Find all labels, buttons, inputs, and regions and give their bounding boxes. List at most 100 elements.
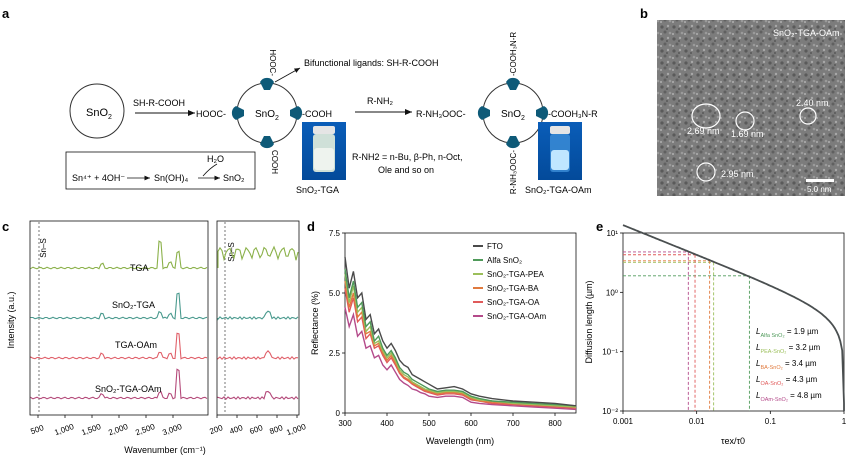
ligand-left-ammonium: R-NH₃OOC-	[416, 109, 466, 119]
legend-label: SnO₂-TGA-OA	[487, 298, 540, 307]
tem-image	[657, 20, 845, 196]
raman-trace-right	[217, 310, 299, 321]
raman-trace-left	[30, 240, 208, 270]
panel-c: c Intensity (a.u.) Wavenumber (cm⁻¹) Sn–…	[2, 219, 308, 455]
reflectance-line	[344, 273, 577, 408]
x-tick-label: 1,500	[80, 422, 102, 437]
diffusion-legend: LAlfa SnO₂ = 1.9 µm LPEA-SnO₂ = 3.2 µm LBA…	[756, 327, 822, 403]
svg-text:SnO2: SnO2	[255, 109, 279, 122]
diffusion-ylabel: Diffusion length (µm)	[584, 280, 594, 363]
x-tick-label: 3,000	[161, 422, 183, 437]
diffusion-legend-entry: LOA-SnO₂ = 4.3 µm	[756, 375, 817, 387]
x-tick-label: 500	[29, 423, 45, 436]
panel-b: b SnO₂-TGA-OAm 2.69 nm 1.69 nm 2.40 nm 2…	[640, 6, 845, 196]
raman-trace-left	[30, 332, 208, 360]
tem-title: SnO₂-TGA-OAm	[773, 28, 840, 38]
x-tick-label: 700	[506, 419, 520, 428]
legend-label: FTO	[487, 242, 503, 251]
sn-s-label-left: Sn–S	[39, 238, 48, 258]
ligand-right-ammonium: -COOH₃N-R	[548, 109, 598, 119]
x-tick-label: 0.1	[765, 417, 777, 426]
reflectance-line	[344, 256, 577, 407]
raman-trace-left	[30, 368, 208, 400]
ligand-bottom-ammonium: R-NH₃OOC-	[509, 150, 518, 194]
reaction-reagent-2: R-NH₂	[367, 96, 393, 106]
x-tick-label: 600	[464, 419, 478, 428]
sno2-tga-particle: SnO2	[231, 77, 303, 149]
raman-xticks-left: 500 1,000 1,500 2,000 2,500 3,000	[29, 415, 184, 437]
x-tick-label: 1,000	[53, 422, 75, 437]
legend-label: Alfa SnO₂	[487, 256, 522, 265]
raman-right-traces	[217, 245, 299, 401]
raman-left-traces	[30, 240, 208, 400]
amine-list-line2: Ole and so on	[378, 165, 434, 175]
bifunctional-arrow	[274, 67, 301, 83]
x-tick-label: 400	[380, 419, 394, 428]
hydrolysis-reactants: Sn⁴⁺ + 4OH⁻	[72, 173, 125, 183]
sno2-tga-oam-particle: SnO2	[477, 77, 549, 149]
raman-plot-right	[216, 220, 300, 416]
spectrum-label-sno2-tga-oam: SnO₂-TGA-OAm	[95, 384, 162, 394]
panel-label-b: b	[640, 6, 648, 21]
raman-ylabel: Intensity (a.u.)	[6, 291, 16, 348]
reflectance-ylabel: Reflectance (%)	[310, 291, 320, 355]
svg-text:SnO2: SnO2	[501, 109, 525, 122]
x-tick-label: 0.001	[613, 417, 634, 426]
sno2-tga-oam-caption: SnO₂-TGA-OAm	[525, 185, 592, 195]
x-tick-label: 0.01	[689, 417, 705, 426]
y-tick-label: 10⁰	[606, 288, 618, 297]
diffusion-curve	[622, 224, 845, 411]
reflectance-line	[344, 280, 577, 408]
diffusion-legend-entry: LPEA-SnO₂ = 3.2 µm	[756, 343, 821, 355]
raman-xlabel: Wavenumber (cm⁻¹)	[124, 445, 205, 455]
hydrolysis-water: H₂O	[207, 154, 224, 164]
hydrolysis-intermediate: Sn(OH)₄	[154, 173, 189, 183]
x-tick-label: 1	[842, 417, 847, 426]
sno2-nanoparticle	[69, 83, 125, 139]
diffusion-legend-entry: LBA-SnO₂ = 3.4 µm	[756, 359, 817, 371]
y-tick-label: 10⁻¹	[602, 348, 618, 357]
y-tick-label: 2.5	[329, 349, 341, 358]
sno2-tga-oam-vial-photo	[538, 122, 582, 180]
x-tick-label: 2,500	[134, 422, 156, 437]
y-tick-label: 10¹	[606, 229, 618, 238]
raman-trace-right	[217, 349, 299, 361]
particle-circle-4	[696, 162, 716, 182]
x-tick-label: 600	[248, 423, 264, 436]
ligand-left-hooc: HOOC-	[196, 109, 226, 119]
hydrolysis-product: SnO₂	[223, 173, 245, 183]
reflectance-ticks: 300 400 500 600 700 800 0 2.5 5.0 7.5	[329, 229, 562, 428]
panel-label-a: a	[2, 6, 10, 21]
bifunctional-label: Bifunctional ligands: SH-R-COOH	[304, 58, 439, 68]
panel-e: e Diffusion length (µm) τex/τ0 0.001 0.01…	[584, 219, 847, 446]
ligand-right-cooh: -COOH	[302, 109, 332, 119]
reflectance-series	[344, 256, 577, 411]
panel-label-d: d	[307, 219, 315, 234]
panel-d: d Reflectance (%) Wavelength (nm) 300 400…	[307, 219, 577, 446]
x-tick-label: 1,000	[285, 422, 307, 437]
particle-size-4: 2.95 nm	[721, 169, 754, 179]
diffusion-markers	[623, 251, 750, 411]
particle-size-1: 2.69 nm	[687, 126, 720, 136]
particle-size-2: 1.69 nm	[731, 129, 764, 139]
particle-circle-1	[691, 103, 721, 129]
x-tick-label: 800	[268, 423, 284, 436]
particle-size-3: 2.40 nm	[796, 98, 829, 108]
reflectance-plot-frame	[344, 232, 577, 414]
raman-trace-left	[30, 292, 208, 320]
panel-label-c: c	[2, 219, 9, 234]
panel-a: a SnO2 SH-R-COOH SnO2 HOOC- -COOH HOOC- …	[2, 6, 598, 195]
x-tick-label: 800	[548, 419, 562, 428]
scalebar	[806, 179, 834, 182]
reflectance-legend: FTO Alfa SnO₂ SnO₂-TGA-PEA SnO₂-TGA-BA SnO₂-…	[473, 242, 546, 321]
y-tick-label: 0	[336, 409, 341, 418]
sno2-label: SnO2	[86, 107, 112, 121]
scalebar-label: 5.0 nm	[807, 185, 832, 194]
diffusion-xlabel: τex/τ0	[721, 436, 745, 446]
legend-label: SnO₂-TGA-PEA	[487, 270, 545, 279]
ligand-bottom-cooh: COOH	[270, 150, 279, 174]
diffusion-legend-entry: LAlfa SnO₂ = 1.9 µm	[756, 327, 819, 339]
raman-trace-right	[217, 245, 299, 268]
sno2-tga-caption: SnO₂-TGA	[296, 185, 339, 195]
